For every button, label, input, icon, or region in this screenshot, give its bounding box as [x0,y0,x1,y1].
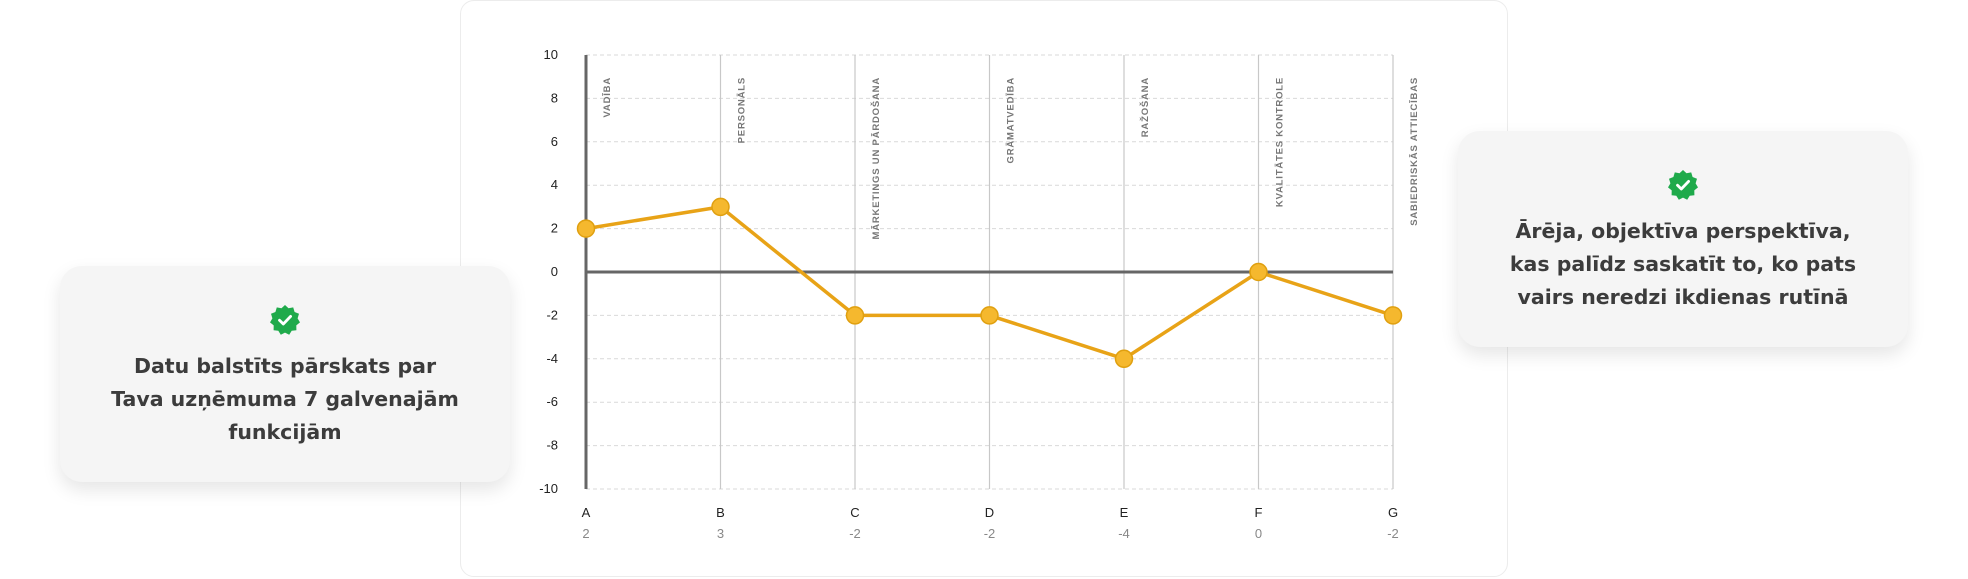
y-tick-label: 6 [551,134,558,149]
verified-check-icon [1668,170,1698,200]
y-tick-label: 8 [551,90,558,105]
y-tick-label: 2 [551,221,558,236]
y-tick-label: 4 [551,177,558,192]
x-category-label: C [850,505,859,520]
function-label: RAŽOŠANA [1139,77,1151,137]
verified-check-icon [270,305,300,335]
y-tick-label: -4 [546,351,558,366]
function-label: MĀRKETINGS UN PĀRDOŠANA [870,77,882,240]
data-point [980,306,999,325]
left-card-text: Datu balstīts pārskats par Tava uzņēmuma… [111,354,459,444]
right-card-text: Ārēja, objektīva perspektīva, kas palīdz… [1509,219,1857,309]
data-point [1249,262,1268,282]
x-category-label: G [1388,505,1398,520]
data-point [1383,306,1403,325]
line-chart: 10 8 6 4 2 0 -2 -4 -6 -8 -10 VADĪBA PERSONĀLS MĀRKETI… [539,47,1420,541]
data-point [711,197,730,217]
info-card-right: Ārēja, objektīva perspektīva, kas palīdz… [1458,131,1908,347]
function-label: KVALITĀTES KONTROLE [1275,77,1286,207]
data-point [845,306,865,325]
y-tick-label: -8 [546,438,558,453]
function-label: SABIEDRISKĀS ATTIECĪBAS [1409,77,1420,226]
x-value-label: -2 [984,526,996,541]
chart-card: 10 8 6 4 2 0 -2 -4 -6 -8 -10 VADĪBA PERSONĀLS MĀRKETI… [460,0,1508,577]
x-value-label: 2 [582,526,589,541]
x-category-label: E [1120,505,1129,520]
x-value-label: 0 [1255,526,1262,541]
function-label: VADĪBA [602,77,613,118]
x-category-label: D [985,505,994,520]
y-tick-label: -10 [539,481,558,496]
data-point [1114,349,1134,369]
x-category-label: B [716,505,725,520]
function-label: PERSONĀLS [737,77,748,143]
y-tick-label: 10 [544,47,558,62]
function-label: GRĀMATVEDĪBA [1006,77,1017,163]
x-value-label: -2 [1387,526,1399,541]
y-tick-label: 0 [551,264,558,279]
x-value-label: -4 [1118,526,1130,541]
info-card-left: Datu balstīts pārskats par Tava uzņēmuma… [60,266,510,482]
y-tick-label: -2 [546,307,558,322]
x-value-label: 3 [717,526,724,541]
x-category-label: F [1255,505,1263,520]
x-category-label: A [582,505,591,520]
data-point [576,219,596,238]
x-value-label: -2 [849,526,861,541]
y-tick-label: -6 [546,394,558,409]
